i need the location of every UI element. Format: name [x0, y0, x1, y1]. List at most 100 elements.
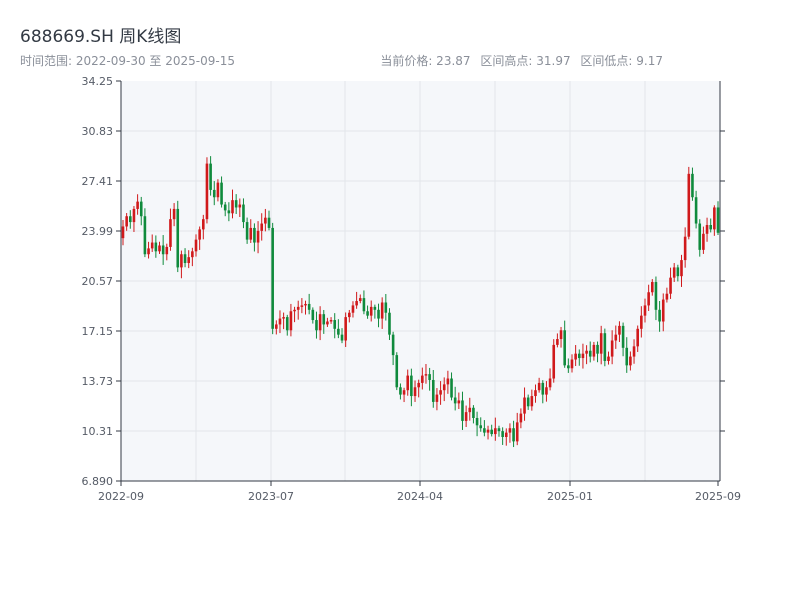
candle-up	[329, 320, 333, 322]
candle-up	[402, 390, 406, 395]
candle-up	[702, 233, 705, 250]
candle-down	[654, 282, 658, 310]
candle-up	[713, 207, 716, 230]
candle-up	[231, 200, 234, 214]
candle-up	[296, 306, 300, 310]
range-high: 区间高点: 31.97	[480, 54, 571, 68]
candle-up	[629, 356, 632, 366]
candle-up	[705, 225, 709, 234]
candle-down	[709, 225, 712, 230]
current-price: 当前价格: 23.87	[380, 54, 471, 68]
candle-up	[650, 282, 654, 293]
candle-up	[545, 387, 548, 395]
candle-up	[205, 163, 209, 220]
candle-up	[293, 309, 296, 312]
candle-up	[180, 254, 183, 268]
candle-down	[461, 400, 464, 421]
candle-up	[468, 407, 472, 413]
candle-up	[519, 413, 523, 423]
candle-up	[278, 318, 282, 325]
range-low: 区间低点: 9.17	[580, 54, 663, 68]
candle-up	[669, 277, 672, 294]
candle-down	[698, 223, 702, 250]
candle-up	[672, 267, 676, 278]
candle-down	[362, 298, 366, 312]
candle-down	[497, 428, 501, 432]
y-tick-label: 30.83	[82, 125, 114, 138]
candle-down	[129, 216, 132, 223]
candle-up	[121, 226, 125, 239]
candle-up	[125, 216, 128, 227]
y-tick-label: 10.31	[82, 425, 114, 438]
candle-up	[640, 315, 643, 329]
candle-up	[636, 328, 639, 347]
candle-up	[300, 305, 304, 307]
candle-down	[453, 397, 457, 404]
candle-down	[596, 344, 599, 354]
candle-up	[289, 311, 293, 331]
candle-up	[439, 390, 442, 395]
candle-down	[567, 365, 570, 369]
candle-up	[643, 305, 647, 316]
y-tick-label: 23.99	[82, 225, 114, 238]
candle-down	[285, 317, 289, 331]
x-tick-label: 2024-04	[397, 490, 443, 503]
candle-up	[238, 204, 242, 208]
candle-down	[209, 163, 212, 190]
candle-up	[132, 208, 136, 223]
candle-down	[483, 428, 486, 433]
candle-up	[380, 302, 384, 319]
candle-up	[607, 356, 610, 361]
y-tick-label: 27.41	[82, 175, 114, 188]
x-tick-label: 2023-07	[248, 490, 294, 503]
candle-up	[355, 301, 358, 306]
candle-up	[683, 236, 687, 261]
candle-up	[508, 428, 512, 433]
candle-up	[169, 219, 172, 247]
candle-up	[406, 375, 410, 391]
candle-up	[599, 333, 603, 354]
candle-down	[311, 309, 315, 321]
candle-down	[176, 208, 180, 268]
y-tick-label: 34.25	[82, 75, 114, 88]
candle-down	[475, 417, 479, 426]
candle-up	[158, 245, 161, 252]
candle-down	[526, 397, 530, 407]
candle-up	[165, 246, 169, 255]
candle-down	[183, 254, 187, 264]
candle-down	[322, 314, 326, 325]
candle-up	[198, 229, 201, 240]
y-tick-label: 13.73	[82, 375, 114, 388]
candle-down	[512, 428, 515, 442]
candle-down	[658, 309, 661, 322]
candle-down	[399, 387, 402, 395]
candle-up	[464, 412, 468, 421]
candle-down	[315, 320, 318, 331]
candle-down	[563, 330, 566, 366]
candle-down	[428, 374, 431, 380]
candle-down	[220, 182, 223, 205]
candle-down	[588, 350, 592, 357]
candle-up	[537, 382, 541, 391]
candle-up	[680, 260, 683, 277]
candle-up	[172, 208, 176, 220]
candle-up	[534, 390, 537, 397]
candle-down	[337, 328, 340, 335]
candle-up	[435, 394, 439, 402]
candle-up	[369, 306, 373, 316]
candle-up	[504, 432, 508, 437]
candle-up	[216, 182, 220, 198]
candle-up	[413, 387, 417, 397]
candle-up	[548, 378, 552, 388]
candle-down	[676, 267, 680, 277]
candle-down	[431, 379, 435, 402]
candle-up	[442, 384, 446, 391]
candle-down	[388, 312, 391, 335]
y-tick-label: 6.890	[82, 475, 114, 488]
x-tick-label: 2022-09	[98, 490, 144, 503]
candle-down	[391, 334, 395, 356]
candle-up	[318, 314, 322, 331]
candle-up	[150, 242, 154, 249]
candle-up	[351, 305, 355, 313]
candle-down	[333, 320, 337, 329]
